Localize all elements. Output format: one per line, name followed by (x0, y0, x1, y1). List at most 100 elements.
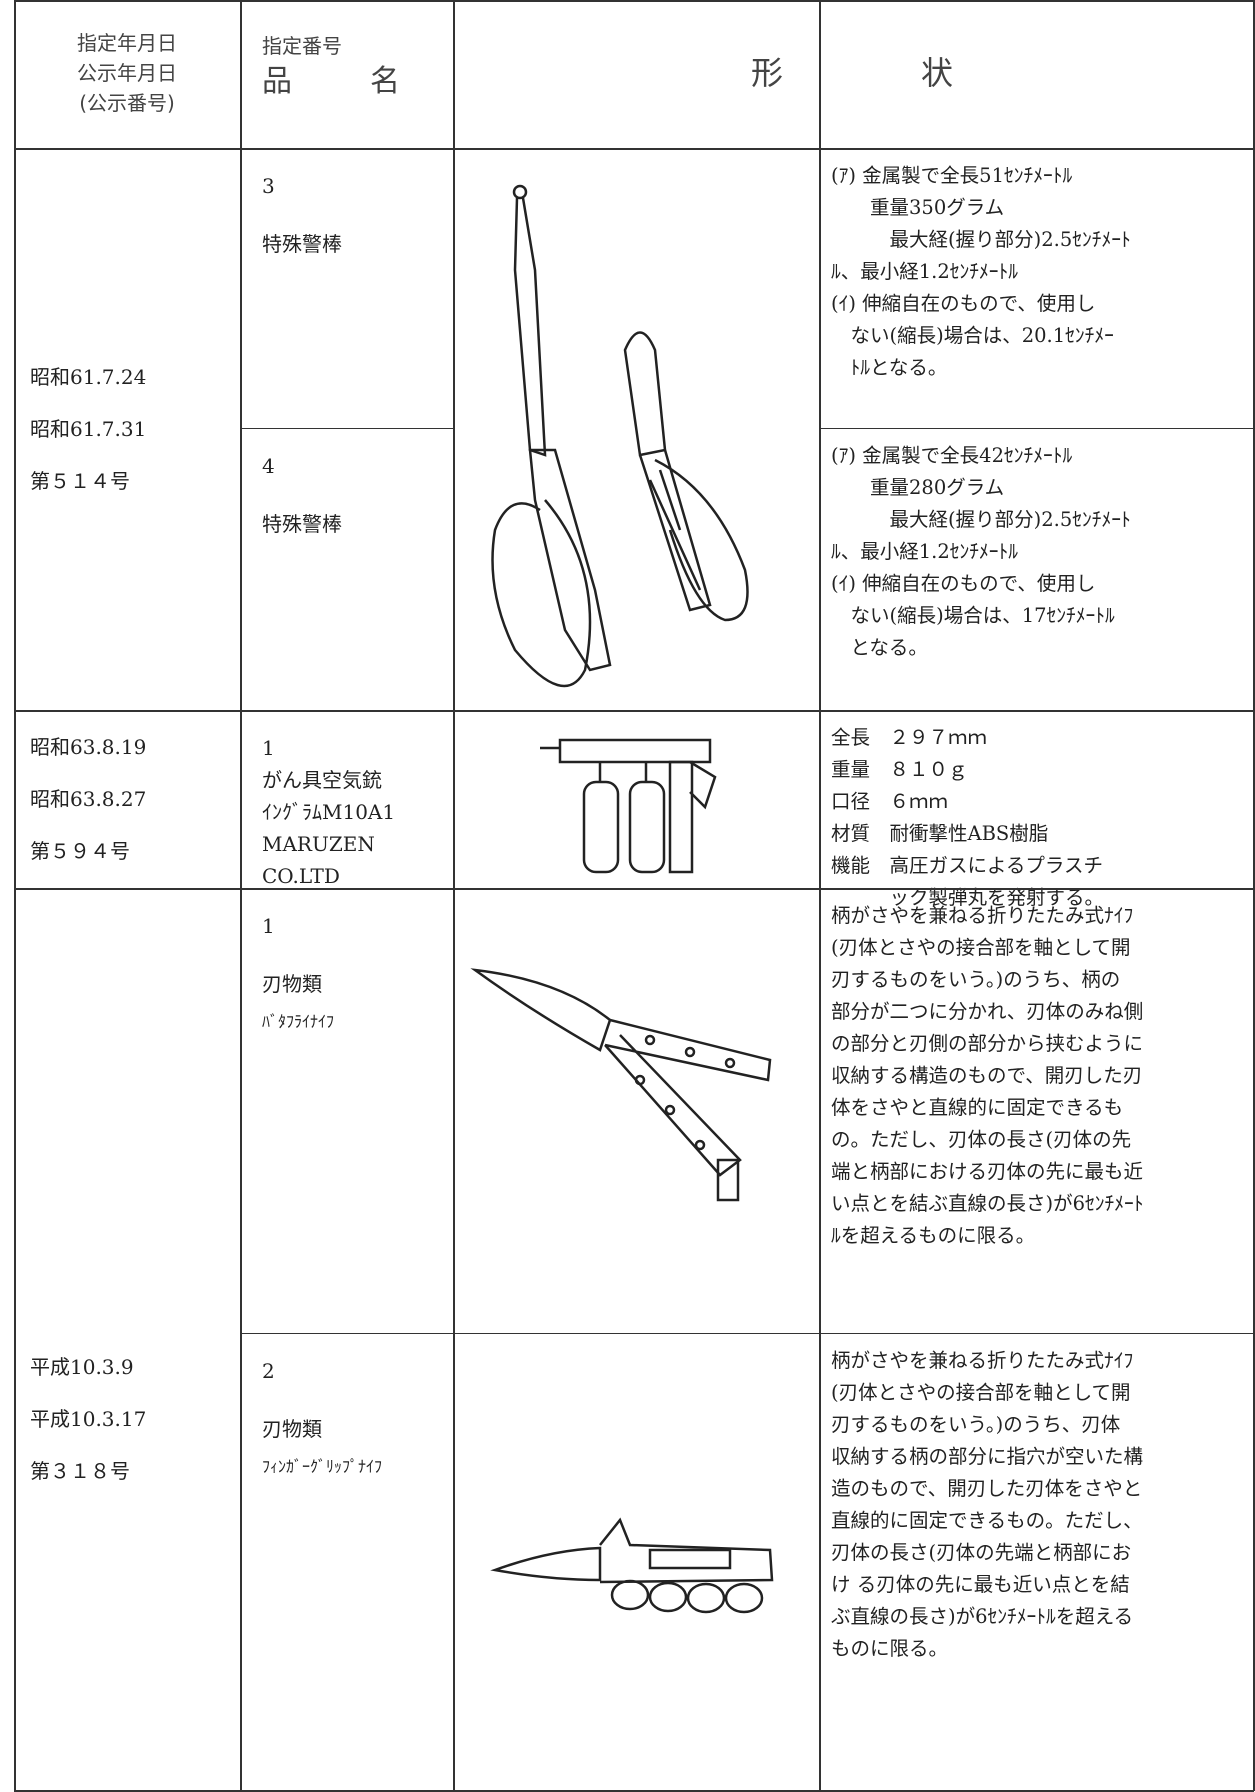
date: 昭和63.8.19 (30, 735, 147, 759)
date: 昭和63.8.27 (30, 787, 147, 811)
header-date-label: (公示番号) (79, 91, 175, 115)
rule (453, 0, 455, 1791)
item-name: がん具空気銃 (262, 768, 382, 792)
rule (819, 428, 1253, 429)
rule (14, 148, 1254, 150)
header-date-label: 公示年月日 (77, 61, 177, 85)
date: 第３１８号 (30, 1459, 130, 1483)
description-line: の部分と刃側の部分から挟むように (831, 1032, 1144, 1055)
description-cell: (ｱ) 金属製で全長42ｾﾝﾁﾒｰﾄﾙ 重量280グラム 最大経(握り部分)2.… (831, 440, 1251, 664)
item-name: 刃物類 (262, 972, 322, 996)
item-number: 2 (262, 1359, 275, 1383)
date: 第５９４号 (30, 839, 130, 863)
description-line: (ｲ) 伸縮自在のもので、使用し (831, 292, 1096, 315)
description-line: となる。 (831, 636, 928, 659)
item-cell: 3 特殊警棒 (262, 170, 445, 260)
description-cell: (ｱ) 金属製で全長51ｾﾝﾁﾒｰﾄﾙ 重量350グラム 最大経(握り部分)2.… (831, 160, 1251, 384)
description-cell: 柄がさやを兼ねる折りたたみ式ﾅｲﾌ (刃体とさやの接合部を軸として開 刃するものをい… (831, 1345, 1251, 1665)
gun-illustration (540, 738, 717, 874)
item-cell: 4 特殊警棒 (262, 450, 445, 540)
description-line: 柄がさやを兼ねる折りたたみ式ﾅｲﾌ (831, 1349, 1134, 1372)
date: 昭和61.7.31 (30, 417, 147, 441)
description-line: 重量350グラム (831, 196, 1005, 219)
description-line: ﾙを超えるものに限る。 (831, 1224, 1036, 1247)
description-line: 刃するものをいう。)のうち、柄の (831, 968, 1121, 991)
item-name: CO.LTD (262, 864, 340, 888)
item-name: MARUZEN (262, 832, 375, 856)
item-name: ｲﾝｸﾞﾗﾑM10A1 (262, 800, 396, 824)
description-line: 柄がさやを兼ねる折りたたみ式ﾅｲﾌ (831, 904, 1134, 927)
description-line: け る刃体の先に最も近い点とを結 (831, 1573, 1130, 1596)
rule (14, 0, 16, 1791)
date: 第５１４号 (30, 469, 130, 493)
description-line: (刃体とさやの接合部を軸として開 (831, 1381, 1131, 1404)
description-line: (刃体とさやの接合部を軸として開 (831, 936, 1131, 959)
rule (1253, 0, 1255, 1791)
description-line: 刃するものをいう。)のうち、刃体 (831, 1413, 1121, 1436)
description-line: (ｲ) 伸縮自在のもので、使用し (831, 572, 1096, 595)
item-cell: 1 がん具空気銃 ｲﾝｸﾞﾗﾑM10A1 MARUZEN CO.LTD (262, 732, 445, 892)
description-line: 機能 高圧ガスによるプラスチ (831, 854, 1104, 877)
header-name-label: 品 名 (262, 64, 406, 99)
item-number: 4 (262, 454, 275, 478)
item-cell: 1 刃物類 ﾊﾞﾀﾌﾗｲﾅｲﾌ (262, 910, 445, 1034)
rule (14, 0, 1254, 2)
description-line: ない(縮長)場合は、17ｾﾝﾁﾒｰﾄﾙ (831, 604, 1115, 627)
description-line: ック製弾丸を発射する。 (831, 886, 1105, 909)
dates-cell: 昭和63.8.19 昭和63.8.27 第５９４号 (14, 710, 240, 888)
header-number-label: 指定番号 (262, 34, 342, 58)
item-name: 刃物類 (262, 1417, 322, 1441)
description-cell: 柄がさやを兼ねる折りたたみ式ﾅｲﾌ (刃体とさやの接合部を軸として開 刃するものをい… (831, 900, 1251, 1252)
dates-cell: 昭和61.7.24 昭和61.7.31 第５１４号 (14, 148, 240, 710)
item-name: ﾊﾞﾀﾌﾗｲﾅｲﾌ (262, 1012, 335, 1031)
description-line: 端と柄部における刃体の先に最も近 (831, 1160, 1144, 1183)
description-line: ない(縮長)場合は、20.1ｾﾝﾁﾒｰ (831, 324, 1114, 347)
description-line: 収納する柄の部分に指穴が空いた構 (831, 1445, 1144, 1468)
description-line: 材質 耐衝撃性ABS樹脂 (831, 822, 1049, 845)
header-dates: 指定年月日公示年月日 (公示番号) (14, 28, 240, 118)
dates-cell: 平成10.3.9 平成10.3.17 第３１８号 (14, 888, 240, 1790)
baton-illustration (491, 184, 749, 688)
description-line: ﾄﾙとなる。 (831, 356, 948, 379)
item-number: 1 (262, 914, 275, 938)
butterfly-knife-illustration (470, 968, 772, 1202)
description-line: 刃体の長さ(刃体の先端と柄部にお (831, 1541, 1132, 1564)
description-line: (ｱ) 金属製で全長42ｾﾝﾁﾒｰﾄﾙ (831, 444, 1073, 467)
header-number: 指定番号品 名 (262, 30, 406, 102)
description-line: 最大経(握り部分)2.5ｾﾝﾁﾒｰﾄ (831, 228, 1131, 251)
description-line: ﾙ、最小経1.2ｾﾝﾁﾒｰﾄﾙ (831, 260, 1019, 283)
rule (819, 1333, 1253, 1334)
description-line: ぶ直線の長さ)が6ｾﾝﾁﾒｰﾄﾙを超える (831, 1605, 1134, 1628)
item-number: 3 (262, 174, 275, 198)
header-date-label: 指定年月日 (77, 31, 177, 55)
description-line: 重量 ８１０ｇ (831, 758, 968, 781)
description-line: ものに限る。 (831, 1637, 949, 1660)
finger-grip-knife-illustration (490, 1517, 774, 1614)
item-number: 1 (262, 736, 275, 760)
header-shape-label: 形 状 (750, 54, 955, 92)
item-name: 特殊警棒 (262, 512, 342, 536)
rule (14, 888, 1254, 890)
rule (240, 0, 242, 1791)
rule (240, 1333, 453, 1334)
date: 昭和61.7.24 (30, 365, 147, 389)
date: 平成10.3.17 (30, 1407, 147, 1431)
description-line: 全長 ２９７ｍｍ (831, 726, 988, 749)
item-name: 特殊警棒 (262, 232, 342, 256)
description-line: 収納する構造のもので、開刃した刃 (831, 1064, 1143, 1087)
rule (240, 428, 453, 429)
description-line: 最大経(握り部分)2.5ｾﾝﾁﾒｰﾄ (831, 508, 1131, 531)
item-name: ﾌｨﾝｶﾞｰｸﾞﾘｯﾌﾟﾅｲﾌ (262, 1457, 383, 1476)
description-line: 体をさやと直線的に固定できるも (831, 1096, 1124, 1119)
description-line: ﾙ、最小経1.2ｾﾝﾁﾒｰﾄﾙ (831, 540, 1019, 563)
header-shape: 形 状 (453, 54, 1253, 92)
description-line: 重量280グラム (831, 476, 1005, 499)
rule (819, 0, 821, 1791)
description-line: 直線的に固定できるもの。ただし、 (831, 1509, 1143, 1532)
description-line: 口径 ６ｍｍ (831, 790, 949, 813)
item-cell: 2 刃物類 ﾌｨﾝｶﾞｰｸﾞﾘｯﾌﾟﾅｲﾌ (262, 1355, 445, 1479)
description-cell: 全長 ２９７ｍｍ 重量 ８１０ｇ 口径 ６ｍｍ 材質 耐衝撃性ABS樹脂機能 高圧ガス… (831, 722, 1251, 914)
description-line: 造のもので、開刃した刃体をさやと (831, 1477, 1143, 1500)
description-line: 部分が二つに分かれ、刃体のみね側 (831, 1000, 1144, 1023)
